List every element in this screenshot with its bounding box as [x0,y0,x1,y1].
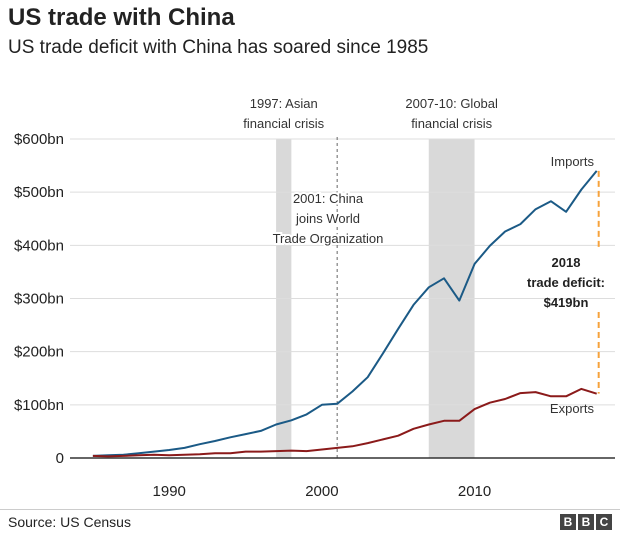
event-label: Trade Organization [273,231,384,246]
x-tick-label: 2010 [458,483,491,500]
y-tick-label: $200bn [14,344,64,361]
imports-line [92,170,598,457]
bbc-logo-letter: C [596,514,612,530]
footer-divider [0,509,620,510]
crisis-label: 1997: Asian [250,96,318,111]
exports-line [92,387,597,458]
bbc-logo-letter: B [560,514,576,530]
bbc-logo-letter: B [578,514,594,530]
x-tick-label: 1990 [153,483,186,500]
deficit-label: $419bn [544,295,589,310]
crisis-label: financial crisis [411,116,492,131]
crisis-label: 2007-10: Global [405,96,498,111]
y-tick-label: $100bn [14,397,64,414]
y-tick-label: $500bn [14,184,64,201]
line-chart: 1997: Asian financial crisis 2007-10: Glob… [14,96,615,500]
y-tick-label: $300bn [14,291,64,308]
x-tick-label: 2000 [305,483,338,500]
deficit-label: trade deficit: [527,275,605,290]
chart-title: US trade with China [8,4,235,31]
chart-subtitle: US trade deficit with China has soared s… [8,37,429,58]
event-label: joins World [295,211,360,226]
y-tick-label: 0 [56,450,64,467]
exports-series-label: Exports [550,401,595,416]
deficit-label: 2018 [552,255,581,270]
y-tick-label: $400bn [14,237,64,254]
event-label: 2001: China [293,191,364,206]
imports-series-label: Imports [551,154,595,169]
source-note: Source: US Census [8,514,131,530]
crisis-label: financial crisis [243,116,324,131]
y-tick-label: $600bn [14,131,64,148]
bbc-logo: B B C [560,514,612,530]
